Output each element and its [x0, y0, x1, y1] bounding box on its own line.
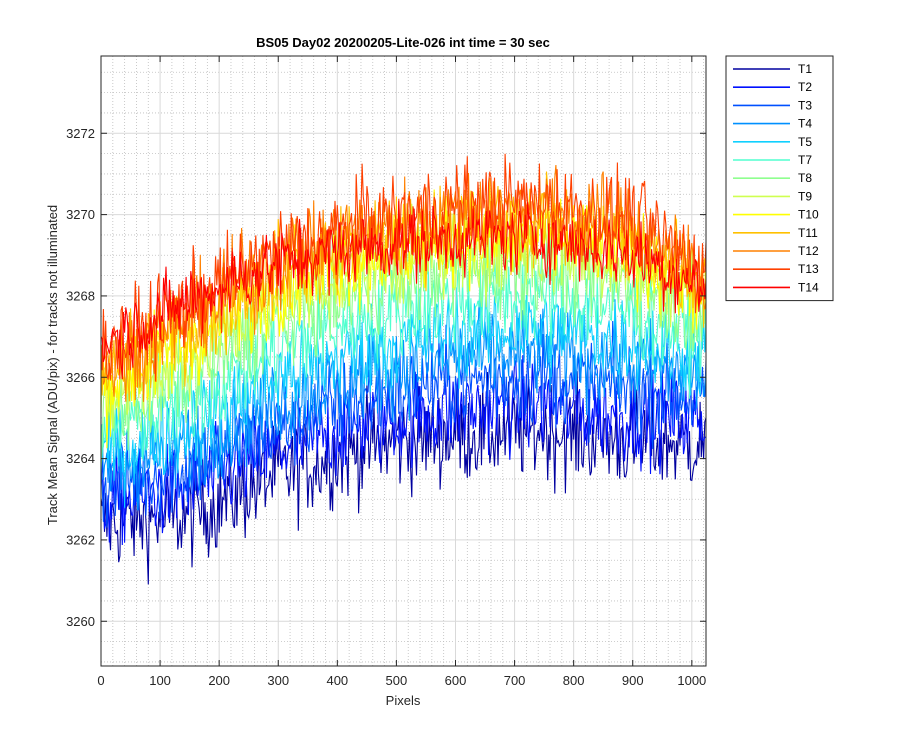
series-line-t7: [101, 248, 706, 474]
legend-label: T14: [798, 280, 819, 294]
y-tick-label: 3268: [66, 288, 95, 303]
legend: T1 T2 T3 T4 T5 T7 T8 T9 T10 T11 T12 T13 T14: [725, 55, 834, 302]
x-tick-label: 400: [326, 673, 348, 688]
legend-label: T11: [798, 226, 818, 240]
legend-label: T2: [798, 80, 812, 94]
legend-label: T8: [798, 171, 812, 185]
series-line-t14: [101, 201, 706, 380]
x-tick-label: 200: [208, 673, 230, 688]
x-tick-label: 800: [563, 673, 585, 688]
x-axis-label: Pixels: [386, 693, 421, 708]
y-tick-label: 3270: [66, 207, 95, 222]
plot-frame: [100, 55, 707, 667]
y-tick-label: 3266: [66, 370, 95, 385]
x-tick-label: 700: [504, 673, 526, 688]
axis-ticks: 3260 3262 3264 3266 3268 3270 3272 0 100 200 300 40…: [66, 56, 706, 688]
x-tick-label: 500: [386, 673, 408, 688]
x-tick-label: 900: [622, 673, 644, 688]
plot-background: [101, 56, 706, 666]
series-lines: [101, 153, 706, 585]
y-tick-label: 3260: [66, 614, 95, 629]
x-tick-label: 0: [97, 673, 104, 688]
y-tick-label: 3264: [66, 451, 95, 466]
x-tick-label: 100: [149, 673, 171, 688]
legend-label: T3: [798, 98, 812, 112]
chart-title: BS05 Day02 20200205-Lite-026 int time = …: [256, 35, 550, 50]
legend-label: T12: [798, 244, 819, 258]
series-line-t13: [101, 153, 706, 382]
y-tick-label: 3272: [66, 126, 95, 141]
x-tick-label: 1000: [677, 673, 706, 688]
legend-label: T4: [798, 117, 812, 131]
legend-label: T10: [798, 208, 819, 222]
legend-label: T7: [798, 153, 812, 167]
legend-label: T13: [798, 262, 819, 276]
x-tick-label: 600: [445, 673, 467, 688]
y-tick-label: 3262: [66, 532, 95, 547]
legend-label: T9: [798, 189, 812, 203]
series-line-t5: [101, 269, 706, 508]
y-axis-label: Track Mean Signal (ADU/pix) - for tracks…: [45, 205, 60, 525]
x-tick-label: 300: [267, 673, 289, 688]
legend-label: T1: [798, 62, 812, 76]
legend-label: T5: [798, 135, 812, 149]
